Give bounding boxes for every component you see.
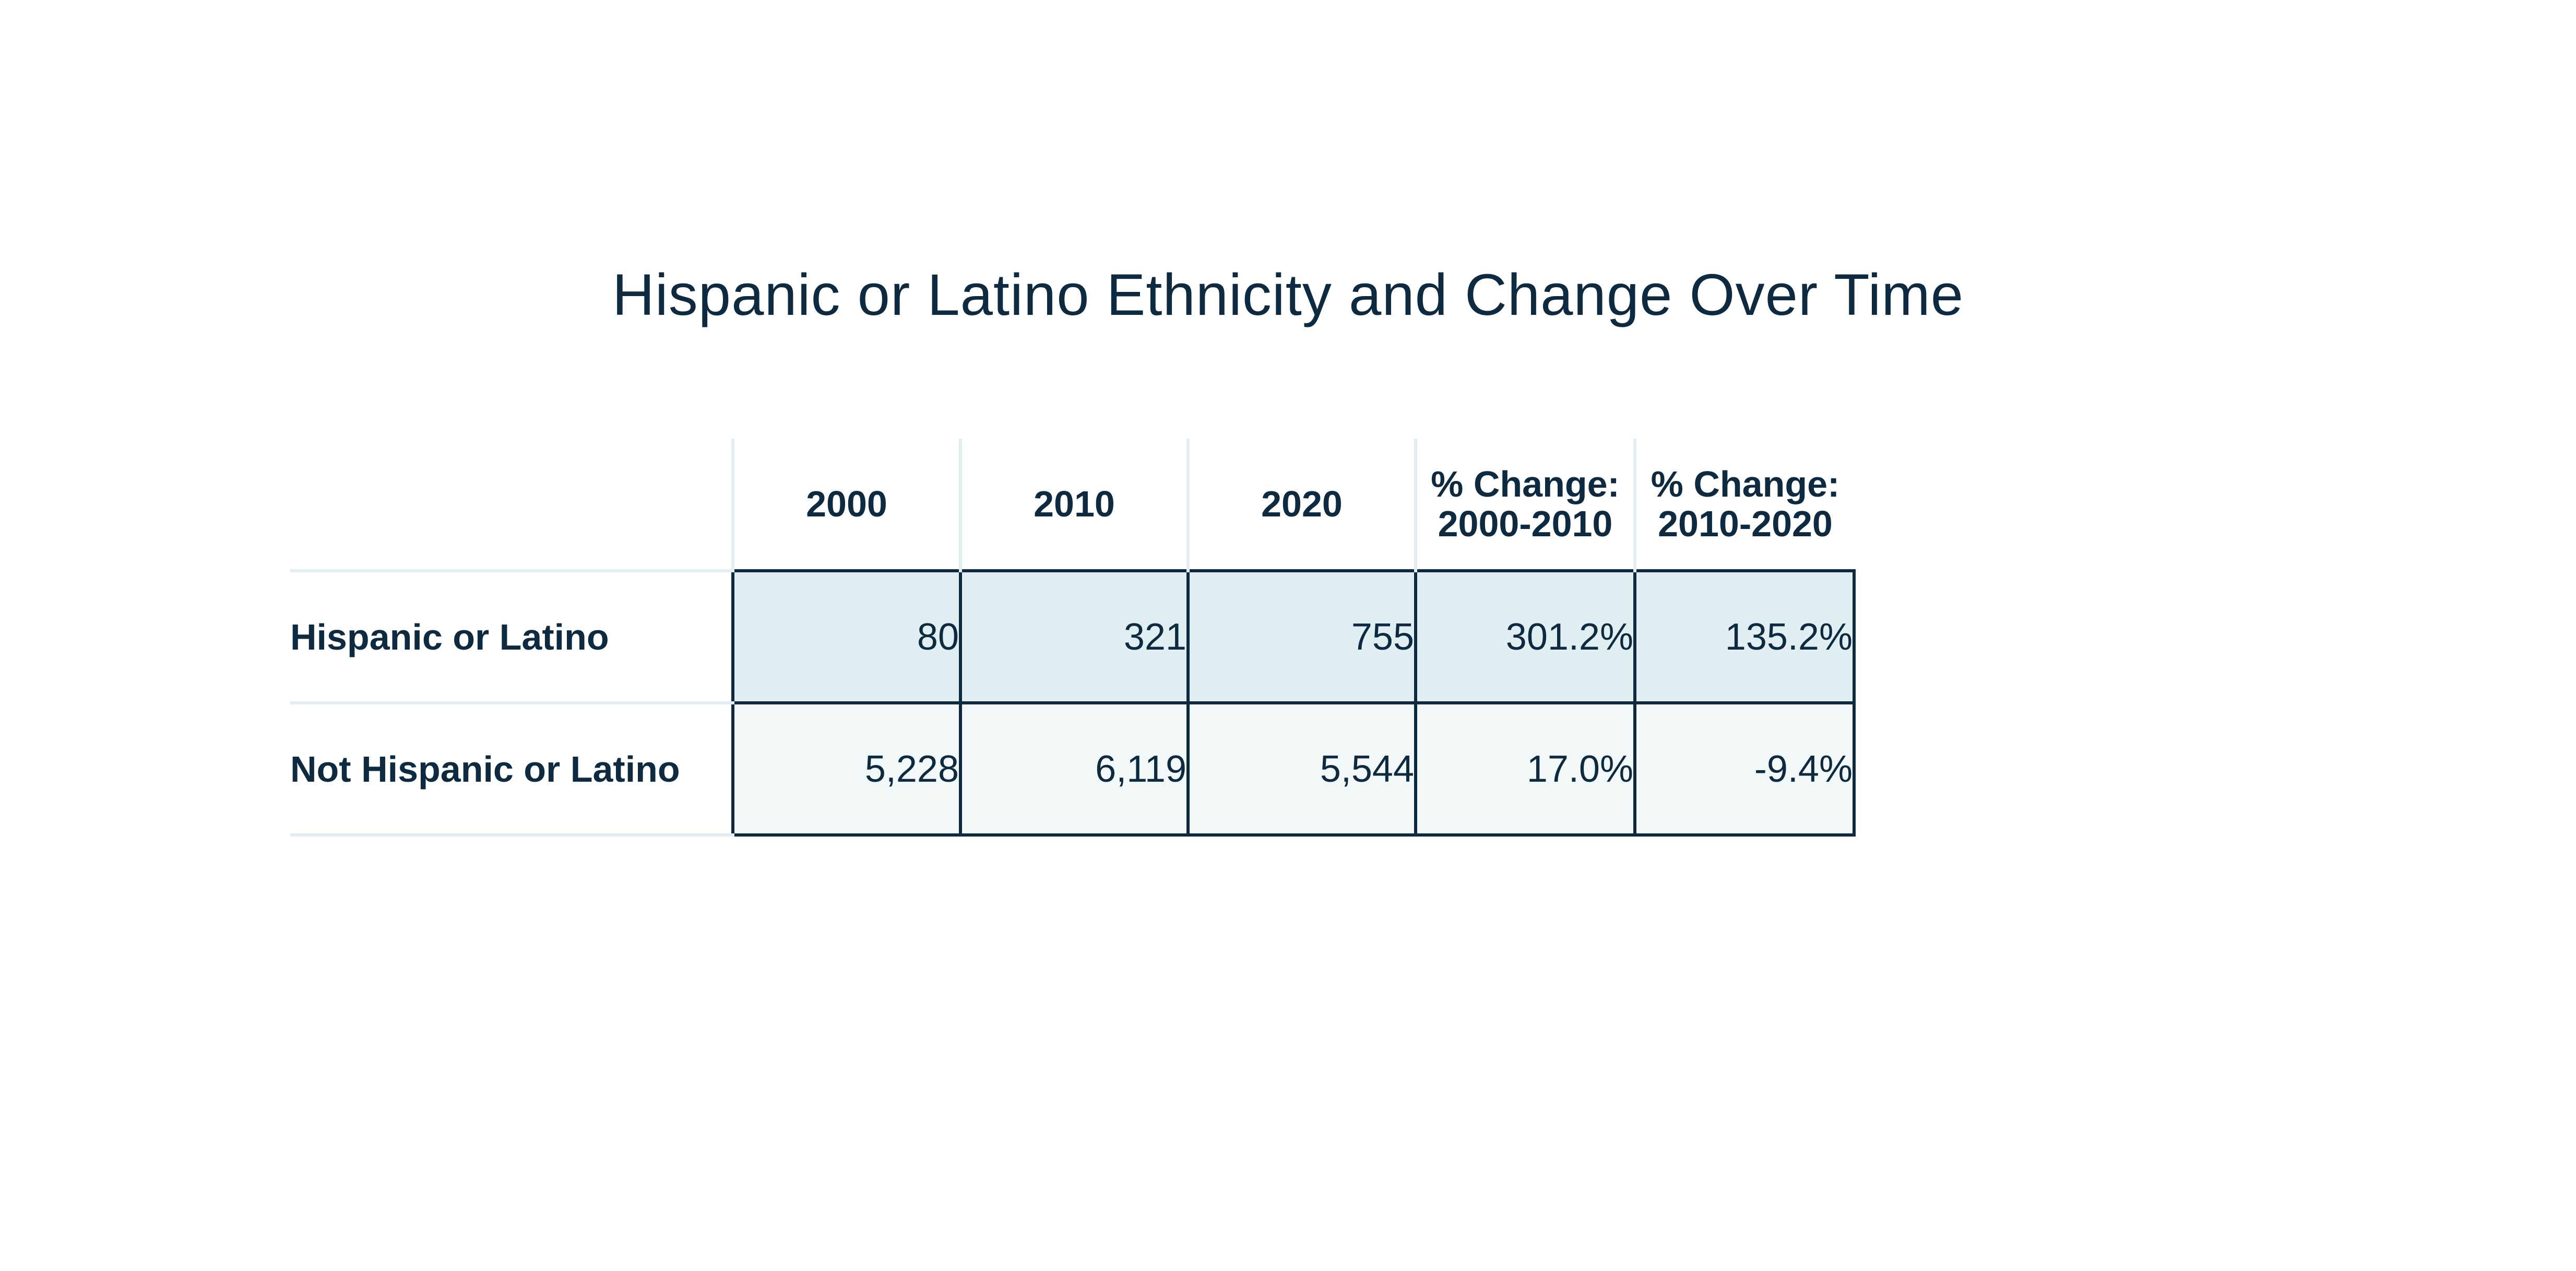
column-header-text: % Change: 2010-2020 <box>1651 464 1840 544</box>
table-cell: 6,119 <box>959 701 1190 837</box>
column-header: % Change: 2000-2010 <box>1414 439 1635 571</box>
column-header: 2020 <box>1186 439 1416 571</box>
table-cell: 5,228 <box>731 701 962 837</box>
table-cell: 5,544 <box>1186 701 1417 837</box>
row-label: Hispanic or Latino <box>290 571 733 704</box>
header-row: 2000 2010 2020 % Change: 2000-2010 % Cha… <box>290 439 1854 571</box>
column-header-text: 2020 <box>1261 484 1343 524</box>
chart-title: Hispanic or Latino Ethnicity and Change … <box>612 262 1964 327</box>
table-cell: 301.2% <box>1414 569 1636 704</box>
table-cell: -9.4% <box>1633 701 1856 837</box>
column-header: 2000 <box>731 439 960 571</box>
row-label: Not Hispanic or Latino <box>290 703 733 837</box>
column-header: 2010 <box>959 439 1188 571</box>
table-row: Hispanic or Latino 80 321 755 301.2% 135… <box>290 569 1856 704</box>
table-row: Not Hispanic or Latino 5,228 6,119 5,544… <box>290 701 1856 837</box>
table-cell: 135.2% <box>1633 569 1856 704</box>
column-header-text: 2010 <box>1034 484 1115 524</box>
table-cell: 755 <box>1186 569 1417 704</box>
column-header-text: 2000 <box>806 484 887 524</box>
data-table: 2000 2010 2020 % Change: 2000-2010 % Cha… <box>290 439 1856 837</box>
table-cell: 321 <box>959 569 1190 704</box>
header-corner <box>290 439 733 571</box>
column-header-text: % Change: 2000-2010 <box>1431 464 1620 544</box>
table-cell: 17.0% <box>1414 701 1636 837</box>
column-header: % Change: 2010-2020 <box>1633 439 1854 571</box>
table-cell: 80 <box>731 569 962 704</box>
